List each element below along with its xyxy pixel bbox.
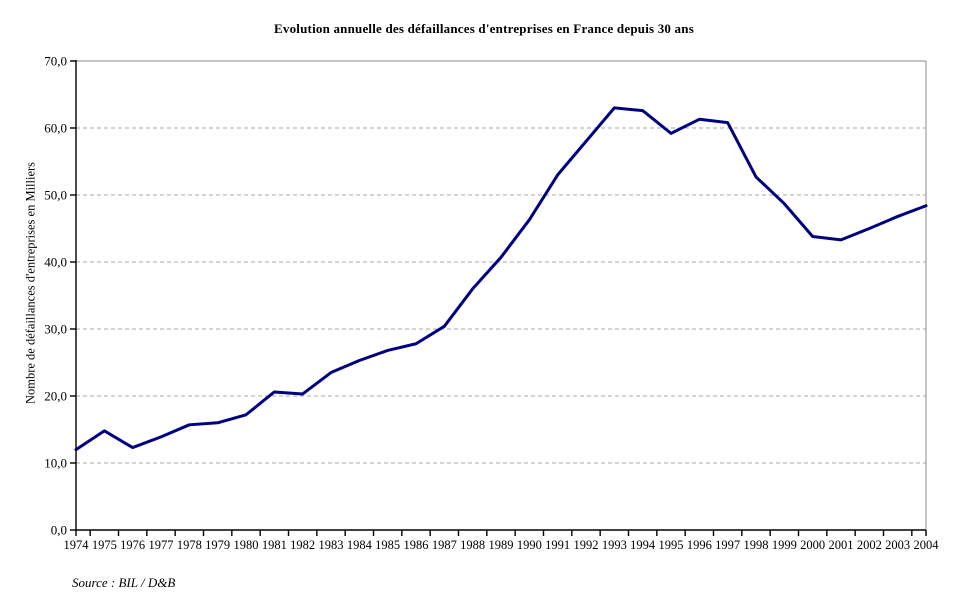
x-tick-label: 1997 <box>715 538 740 552</box>
x-tick-label: 1989 <box>489 538 514 552</box>
x-tick-label: 2001 <box>829 538 854 552</box>
x-tick-label: 1987 <box>432 538 457 552</box>
y-tick-label: 60,0 <box>44 121 67 136</box>
x-tick-label: 1995 <box>659 538 684 552</box>
y-tick-label: 10,0 <box>44 456 67 471</box>
x-tick-label: 1978 <box>177 538 202 552</box>
x-tick-label: 1977 <box>149 538 174 552</box>
y-tick-label: 50,0 <box>44 188 67 203</box>
x-tick-label: 1975 <box>92 538 117 552</box>
x-tick-label: 1992 <box>574 538 599 552</box>
x-tick-label: 1990 <box>517 538 542 552</box>
x-tick-label: 1991 <box>545 538 570 552</box>
x-tick-label: 1988 <box>460 538 485 552</box>
x-tick-label: 1986 <box>404 538 429 552</box>
y-tick-label: 70,0 <box>44 54 67 69</box>
x-tick-label: 1984 <box>347 538 373 552</box>
x-tick-label: 1979 <box>205 538 230 552</box>
data-line-defaillances <box>74 106 928 452</box>
x-tick-label: 1981 <box>262 538 287 552</box>
source-note: Source : BIL / D&B <box>72 575 176 590</box>
x-tick-label: 1993 <box>602 538 627 552</box>
y-tick-label: 20,0 <box>44 389 67 404</box>
x-tick-label: 1976 <box>120 538 145 552</box>
x-tick-label: 1999 <box>772 538 797 552</box>
x-tick-label: 1985 <box>375 538 400 552</box>
x-tick-label: 2000 <box>800 538 825 552</box>
y-tick-label: 0,0 <box>51 523 67 538</box>
x-tick-label: 2004 <box>914 538 940 552</box>
x-tick-label: 2003 <box>885 538 910 552</box>
x-tick-label: 1974 <box>64 538 90 552</box>
chart-title: Evolution annuelle des défaillances d'en… <box>274 21 694 36</box>
x-tick-label: 1996 <box>687 538 712 552</box>
x-tick-label: 1983 <box>319 538 344 552</box>
x-tick-label: 1982 <box>290 538 315 552</box>
y-tick-label: 40,0 <box>44 255 67 270</box>
x-tick-label: 2002 <box>857 538 882 552</box>
x-tick-label: 1998 <box>744 538 769 552</box>
x-tick-label: 1994 <box>630 538 656 552</box>
x-tick-label: 1980 <box>234 538 259 552</box>
y-tick-label: 30,0 <box>44 322 67 337</box>
